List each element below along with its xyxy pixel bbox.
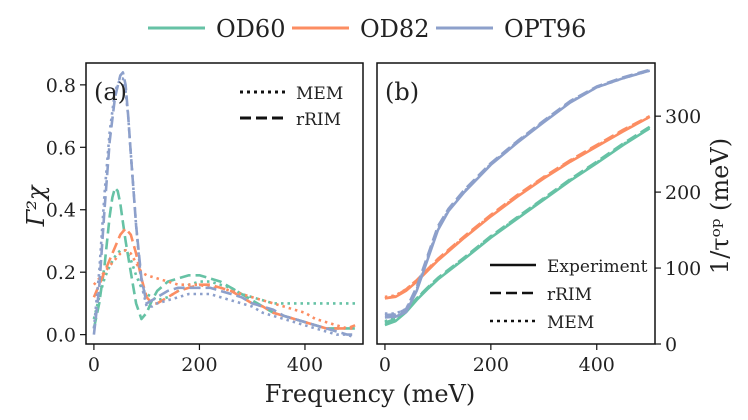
ytick-label: 0 [665, 334, 677, 356]
series-od82-mem-line [384, 115, 651, 299]
xtick-label: 400 [579, 354, 615, 376]
series-od60-experiment-line [384, 127, 651, 327]
legend-label-od82: OD82 [360, 15, 429, 43]
ytick-label: 0.0 [46, 325, 76, 347]
x-axis-label: Frequency (meV) [265, 380, 475, 408]
legend-label-od60: OD60 [216, 15, 285, 43]
panel-a-style-legend: MEM rRIM [240, 84, 343, 130]
panel-b-frame [376, 62, 656, 345]
series-opt96-rrim-line [92, 71, 356, 336]
panel-b-xticks: 0 200 400 [379, 344, 615, 376]
panel-b: 0 100 200 300 0 200 400 (b) 1/τᵒᵖ (meV) Exper… [376, 62, 734, 376]
legend-label-opt96: OPT96 [504, 15, 586, 43]
ytick-label: 0.2 [46, 262, 76, 284]
style-legend-mem-label-b: MEM [547, 313, 594, 333]
series-opt96-mem-line [384, 69, 651, 315]
ytick-label: 0.8 [46, 75, 76, 97]
series-opt96-rrim-line [384, 68, 651, 317]
xtick-label: 400 [287, 354, 323, 376]
panel-a: Γ²χ 0.0 0.2 0.4 0.6 0.8 0 200 400 (a) MEM rRIM [22, 62, 364, 376]
panel-a-ylabel: Γ²χ [22, 184, 50, 227]
series-od82-rrim-line [92, 227, 356, 330]
ytick-label: 100 [665, 258, 701, 280]
ytick-label: 200 [665, 182, 701, 204]
panel-b-label: (b) [385, 78, 419, 106]
panel-b-yticks: 0 100 200 300 [655, 106, 701, 356]
style-legend-mem-label: MEM [296, 84, 343, 104]
ytick-label: 300 [665, 106, 701, 128]
panel-b-style-legend: Experiment rRIM MEM [490, 257, 648, 333]
panel-a-series [92, 71, 356, 340]
style-legend-experiment-label: Experiment [547, 257, 648, 277]
panel-a-xticks: 0 200 400 [88, 344, 323, 376]
ytick-label: 0.4 [46, 200, 76, 222]
style-legend-rrim-label: rRIM [296, 110, 341, 130]
xtick-label: 0 [379, 354, 391, 376]
panel-b-ylabel: 1/τᵒᵖ (meV) [706, 138, 734, 274]
panel-a-label: (a) [94, 78, 127, 106]
xtick-label: 200 [473, 354, 509, 376]
style-legend-rrim-label-b: rRIM [547, 285, 592, 305]
xtick-label: 0 [88, 354, 100, 376]
ytick-label: 0.6 [46, 137, 76, 159]
panel-a-frame [85, 62, 364, 345]
series-od82-mem-line [92, 249, 356, 330]
series-od60-rrim-line [92, 186, 356, 330]
panel-a-yticks: 0.0 0.2 0.4 0.6 0.8 [46, 75, 86, 347]
xtick-label: 200 [181, 354, 217, 376]
series-opt96-mem-line [92, 77, 356, 340]
panel-b-series [384, 68, 651, 327]
color-legend: OD60 OD82 OPT96 [148, 15, 586, 43]
